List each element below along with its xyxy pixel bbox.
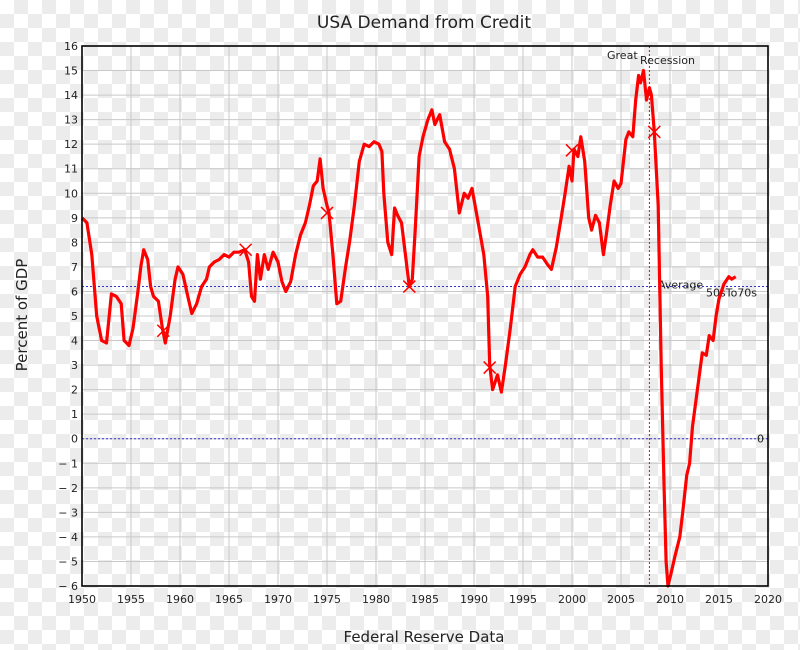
y-tick-label: 2 [71, 384, 78, 397]
y-tick-label: 12 [64, 138, 78, 151]
x-tick-label: 1950 [68, 593, 96, 606]
y-tick-label: 8 [71, 236, 78, 249]
y-tick-label: 9 [71, 212, 78, 225]
x-marker [565, 143, 579, 157]
y-tick-label: 4 [71, 335, 78, 348]
x-marker-stroke [156, 324, 170, 338]
y-tick-label: 13 [64, 114, 78, 127]
x-marker-stroke [483, 361, 497, 375]
x-tick-label: 1955 [117, 593, 145, 606]
y-tick-label: − 6 [58, 580, 78, 593]
y-tick-label: − 4 [58, 531, 78, 544]
x-marker-stroke [239, 243, 253, 257]
y-tick-label: − 5 [58, 555, 78, 568]
x-marker [156, 324, 170, 338]
zero-annotation: 0 [757, 433, 764, 446]
y-tick-label: 15 [64, 65, 78, 78]
recession-annotation: Great [607, 49, 638, 62]
x-tick-label: 1960 [166, 593, 194, 606]
y-axis-label: Percent of GDP [13, 259, 31, 372]
x-marker-stroke [565, 143, 579, 157]
x-tick-label: 2015 [705, 593, 733, 606]
x-marker [320, 206, 334, 220]
x-marker-stroke [402, 280, 416, 294]
y-tick-label: 10 [64, 187, 78, 200]
series-line [80, 68, 737, 588]
y-tick-label: − 1 [58, 457, 78, 470]
y-tick-label: 5 [71, 310, 78, 323]
x-tick-label: 1985 [411, 593, 439, 606]
y-tick-label: 14 [64, 89, 78, 102]
plot-frame [81, 45, 769, 587]
x-tick-label: 2010 [656, 593, 684, 606]
x-tick-label: 1975 [313, 593, 341, 606]
x-marker [647, 125, 661, 139]
x-tick-label: 2005 [607, 593, 635, 606]
x-marker-stroke [647, 125, 661, 139]
x-tick-label: 1995 [509, 593, 537, 606]
y-tick-label: 11 [64, 163, 78, 176]
y-tick-label: 7 [71, 261, 78, 274]
y-tick-label: − 3 [58, 506, 78, 519]
y-tick-label: 16 [64, 40, 78, 53]
average-annotation: Average [658, 279, 703, 292]
series-layer [80, 68, 737, 588]
x-marker [239, 243, 253, 257]
chart-title: USA Demand from Credit [317, 13, 532, 33]
x-tick-label: 2020 [754, 593, 782, 606]
y-tick-label: − 2 [58, 482, 78, 495]
x-tick-label: 1980 [362, 593, 390, 606]
y-tick-label: 1 [71, 408, 78, 421]
x-marker [483, 361, 497, 375]
x-tick-label: 2000 [558, 593, 586, 606]
x-marker-stroke [320, 206, 334, 220]
y-tick-label: 3 [71, 359, 78, 372]
x-marker [402, 280, 416, 294]
x-tick-label: 1990 [460, 593, 488, 606]
x-tick-label: 1965 [215, 593, 243, 606]
x-tick-label: 1970 [264, 593, 292, 606]
y-tick-label: 0 [71, 433, 78, 446]
x-axis-label: Federal Reserve Data [344, 628, 505, 646]
average-annotation-sub: 50sTo70s [706, 287, 757, 300]
y-tick-label: 6 [71, 285, 78, 298]
recession-annotation-sub: Recession [640, 54, 695, 67]
